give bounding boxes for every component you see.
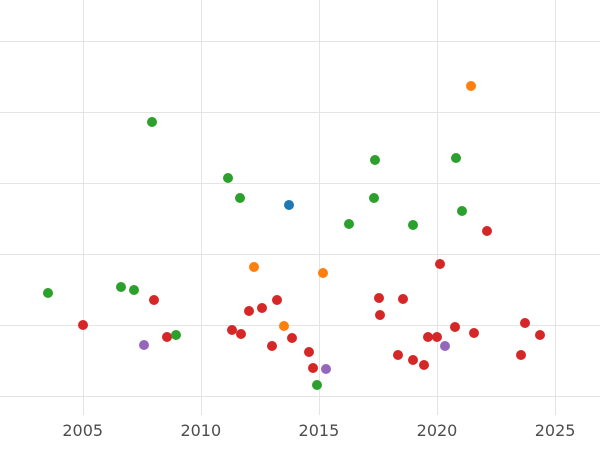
data-point	[138, 339, 149, 350]
data-point	[423, 332, 434, 342]
horizontal-gridline	[0, 395, 600, 397]
horizontal-gridline	[0, 112, 600, 114]
data-point	[432, 332, 443, 342]
data-point	[234, 192, 245, 203]
data-point	[469, 327, 480, 338]
data-point	[77, 319, 88, 330]
data-point	[278, 320, 289, 331]
x-tick-label: 2015	[298, 421, 340, 440]
horizontal-gridline	[0, 183, 600, 184]
x-tick-label: 2010	[180, 421, 222, 440]
data-point	[440, 341, 450, 352]
vertical-gridline	[555, 0, 557, 415]
data-point	[170, 329, 181, 340]
data-point	[451, 153, 462, 164]
data-point	[318, 268, 329, 279]
x-tick-label: 2020	[416, 421, 458, 440]
data-point	[115, 281, 126, 292]
data-point	[272, 295, 283, 306]
data-point	[304, 346, 315, 357]
data-point	[287, 332, 298, 343]
data-point	[374, 292, 385, 303]
data-point	[375, 310, 386, 320]
data-point	[435, 258, 446, 269]
horizontal-gridline	[0, 41, 600, 43]
data-point	[321, 363, 332, 374]
data-point	[42, 288, 53, 298]
data-point	[235, 329, 246, 340]
data-point	[369, 192, 380, 203]
data-point	[457, 205, 467, 216]
plot-area	[0, 0, 600, 415]
data-point	[408, 219, 419, 230]
data-point	[520, 317, 531, 328]
data-point	[257, 302, 268, 313]
data-point	[161, 332, 172, 342]
data-point	[419, 359, 430, 370]
x-axis: 2005 2010 2015 2020 2025	[0, 415, 600, 450]
vertical-gridline	[82, 0, 84, 415]
data-point	[284, 200, 295, 210]
data-point	[408, 354, 419, 365]
data-point	[146, 117, 157, 127]
vertical-gridline	[318, 0, 320, 415]
x-tick-label: 2005	[62, 421, 104, 440]
x-tick-label: 2025	[534, 421, 576, 440]
data-point	[226, 324, 237, 335]
data-point	[222, 173, 233, 184]
horizontal-gridline	[0, 254, 600, 255]
data-point	[482, 226, 493, 237]
data-point	[244, 305, 255, 316]
data-point	[344, 219, 355, 230]
data-point	[370, 155, 381, 166]
data-point	[466, 80, 476, 91]
data-point	[308, 363, 319, 374]
data-point	[148, 295, 159, 306]
data-point	[398, 293, 409, 304]
data-point	[128, 285, 139, 296]
data-point	[267, 341, 278, 352]
data-point	[312, 380, 323, 391]
data-point	[450, 322, 461, 332]
data-point	[535, 329, 545, 340]
data-point	[248, 261, 259, 272]
vertical-gridline	[200, 0, 202, 415]
data-point	[393, 349, 404, 360]
horizontal-gridline	[0, 324, 600, 326]
vertical-gridline	[437, 0, 438, 415]
data-point	[516, 349, 527, 360]
